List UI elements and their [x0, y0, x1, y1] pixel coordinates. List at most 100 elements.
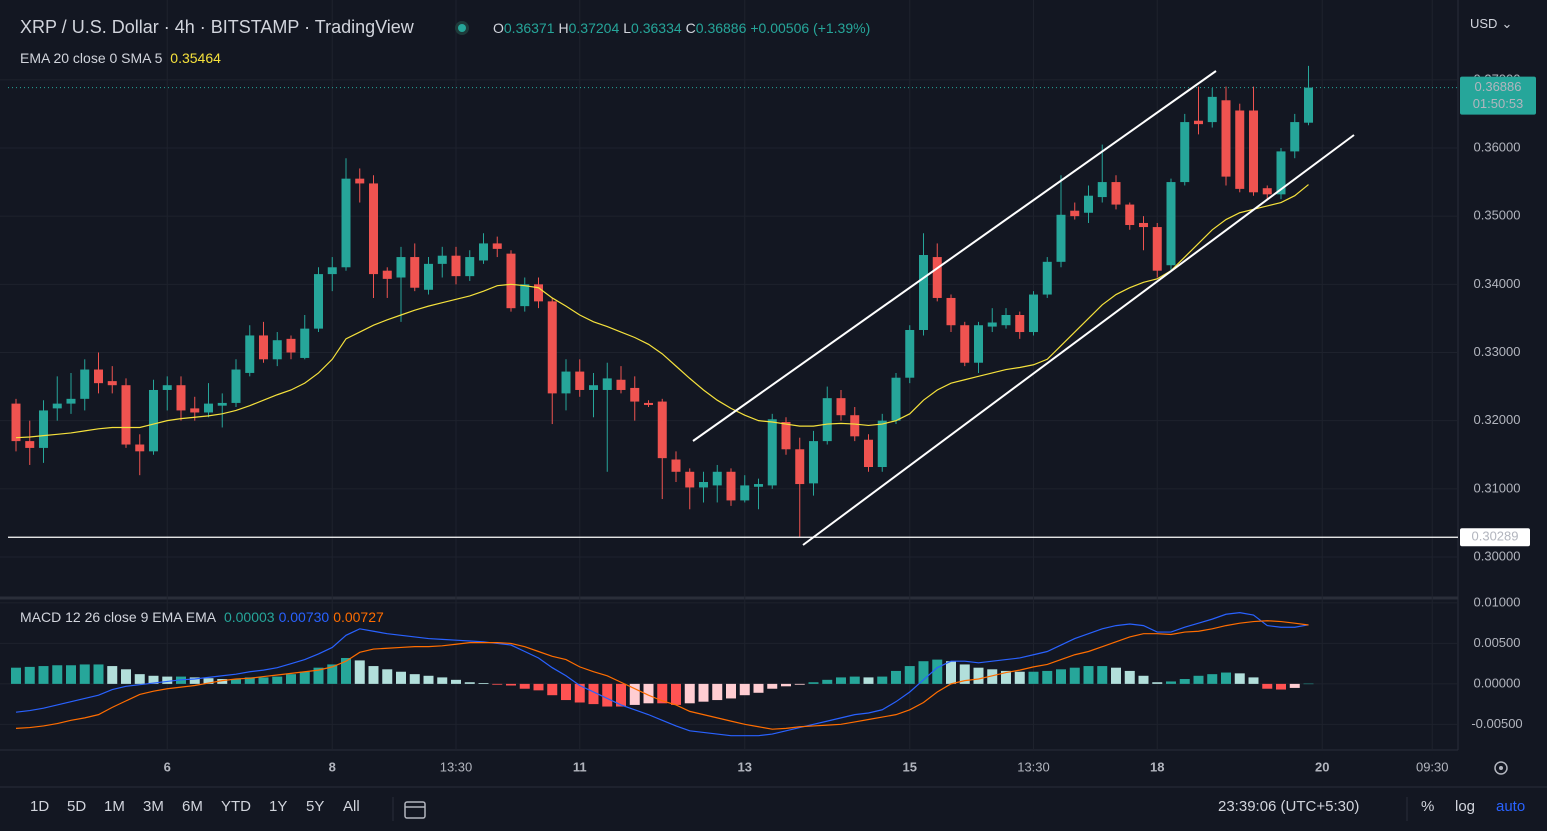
macd-histogram-bar: [849, 676, 860, 684]
candle-body: [630, 387, 640, 402]
macd-histogram-bar: [409, 674, 420, 684]
candle-body: [80, 369, 90, 399]
y-tick-label: 0.01000: [1474, 594, 1521, 609]
macd-histogram-bar: [643, 683, 654, 704]
range-button[interactable]: 5D: [67, 798, 87, 815]
range-button[interactable]: 1Y: [269, 798, 288, 815]
candle-body: [465, 257, 475, 277]
candle-body: [547, 301, 557, 394]
macd-histogram-bar: [258, 677, 269, 684]
range-button[interactable]: 5Y: [306, 798, 325, 815]
macd-line: [15, 612, 1309, 737]
x-tick-label: 13:30: [440, 759, 473, 774]
candle-body: [616, 379, 626, 390]
candle-body: [1262, 188, 1272, 195]
price-change: +0.00506 (+1.39%): [750, 20, 871, 36]
candle-body: [410, 257, 420, 288]
ema-line: [15, 184, 1309, 439]
macd-histogram-bar: [1042, 670, 1053, 684]
x-tick-label: 13: [738, 759, 752, 774]
macd-histogram-bar: [93, 664, 104, 684]
macd-histogram-bar: [368, 666, 379, 684]
macd-histogram-bar: [451, 679, 461, 684]
lower-trendline: [802, 134, 1355, 546]
macd-histogram-bar: [217, 679, 228, 684]
range-button[interactable]: 1M: [104, 798, 125, 815]
macd-histogram-bar: [753, 683, 764, 693]
y-tick-label: 0.00500: [1474, 635, 1521, 650]
scale-option[interactable]: %: [1421, 798, 1435, 815]
x-tick-label: 18: [1150, 759, 1164, 774]
candle-body: [1015, 314, 1025, 333]
macd-histogram-bar: [739, 683, 750, 696]
macd-histogram-bar: [657, 683, 668, 704]
scale-option[interactable]: log: [1455, 798, 1476, 815]
settings-icon[interactable]: [1494, 761, 1508, 775]
x-tick-label: 09:30: [1416, 759, 1449, 774]
date-range-icon[interactable]: [404, 801, 426, 819]
candle-body: [327, 267, 337, 275]
macd-histogram-bar: [464, 682, 475, 684]
candle-body: [286, 338, 296, 353]
range-button[interactable]: YTD: [221, 798, 251, 815]
macd-histogram-bar: [492, 683, 503, 685]
candle-body: [25, 441, 35, 448]
macd-histogram-bar: [231, 679, 241, 684]
macd-histogram-bar: [767, 683, 778, 689]
macd-histogram-bar: [1262, 683, 1273, 689]
macd-histogram-bar: [327, 664, 338, 684]
macd-histogram-bar: [794, 683, 805, 685]
macd-histogram-bar: [1097, 666, 1108, 684]
macd-line: [15, 620, 1309, 730]
candle-body: [1152, 227, 1162, 271]
candle-body: [190, 408, 200, 413]
candle-body: [1111, 182, 1121, 205]
currency[interactable]: USD: [1470, 16, 1498, 31]
macd-histogram-bar: [148, 675, 159, 684]
candle-body: [1249, 110, 1258, 193]
candle-body: [1070, 210, 1080, 217]
y-tick-label: 0.33000: [1474, 344, 1521, 359]
candle-body: [149, 389, 158, 452]
candle-body: [754, 484, 763, 487]
y-tick-label: 0.31000: [1474, 480, 1521, 495]
macd-histogram-bar: [1001, 670, 1011, 684]
scale-option[interactable]: auto: [1496, 798, 1526, 815]
candle-body: [94, 369, 103, 384]
candle-body: [245, 335, 255, 373]
candle-body: [314, 274, 323, 329]
horizontal-line-label: 0.30289: [1472, 529, 1519, 544]
ema-value: 0.35464: [170, 50, 221, 66]
candle-body: [520, 284, 530, 307]
range-button[interactable]: 1D: [30, 798, 50, 815]
macd-histogram-bar: [1111, 667, 1121, 684]
candle-body: [204, 403, 213, 413]
candle-body: [1207, 96, 1217, 123]
range-button[interactable]: All: [343, 798, 360, 815]
range-button[interactable]: 6M: [182, 798, 203, 815]
currency-menu[interactable]: USD ⌄: [1470, 16, 1513, 31]
candle-body: [575, 371, 585, 390]
macd-histogram-bar: [918, 661, 929, 684]
macd-histogram-bar: [781, 683, 791, 687]
macd-histogram-bar: [1014, 671, 1025, 684]
candle-body: [699, 482, 708, 488]
macd-histogram-bar: [437, 677, 448, 684]
candle-body: [369, 183, 378, 275]
candle-body: [217, 402, 227, 406]
x-tick-label: 15: [903, 759, 917, 774]
candle-body: [740, 485, 750, 501]
candle-body: [259, 335, 268, 360]
candle-body: [726, 471, 736, 501]
candle-body: [121, 385, 131, 445]
candle-body: [589, 385, 598, 390]
candle-body: [891, 377, 901, 421]
macd-histogram-bar: [203, 678, 214, 684]
range-button[interactable]: 3M: [143, 798, 164, 815]
candle-body: [822, 398, 832, 442]
macd-histogram-bar: [904, 666, 915, 684]
macd-histogram-bar: [341, 657, 351, 684]
candle-body: [272, 340, 282, 360]
macd-histogram-bar: [547, 683, 558, 696]
macd-histogram-bar: [38, 666, 49, 684]
